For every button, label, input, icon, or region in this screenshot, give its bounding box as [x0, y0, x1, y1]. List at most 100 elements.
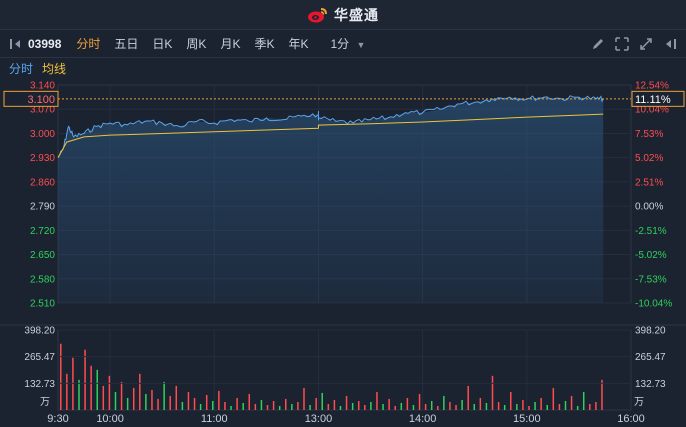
weibo-logo-icon — [308, 7, 327, 22]
volume-bar — [430, 400, 433, 410]
time-tick-label: 11:00 — [201, 413, 228, 425]
volume-bar — [503, 404, 506, 410]
tab-quarterly-k[interactable]: 季K — [254, 37, 275, 51]
volume-bar — [321, 392, 323, 410]
volume-bar — [297, 401, 299, 410]
tab-time-share[interactable]: 分时 — [76, 37, 101, 51]
volume-bar — [351, 402, 354, 410]
volume-bar — [382, 403, 384, 410]
volume-bar — [345, 395, 348, 410]
volume-bar — [303, 387, 305, 410]
volume-bar — [315, 397, 317, 410]
volume-bar — [187, 391, 190, 410]
price-line — [57, 95, 604, 158]
volume-bar — [291, 403, 293, 410]
percent-tick-label: 0.00% — [635, 202, 663, 213]
time-tick-label: 13:00 — [305, 413, 333, 425]
volume-bar — [266, 404, 269, 410]
volume-unit-label: 万 — [40, 397, 50, 408]
percent-tick-label: -5.02% — [635, 250, 667, 261]
volume-bar — [497, 401, 500, 410]
volume-bar — [285, 398, 287, 410]
collapse-sidebar-icon[interactable] — [8, 36, 24, 52]
time-tick-label: 15:00 — [513, 413, 541, 425]
volume-bar — [467, 385, 469, 410]
volume-bar — [278, 405, 281, 410]
volume-bar — [175, 385, 178, 410]
volume-bar — [90, 365, 92, 410]
volume-bar — [66, 373, 68, 410]
arrows-icon[interactable] — [638, 36, 654, 52]
percent-tick-label: 5.02% — [635, 153, 663, 164]
volume-bar — [418, 393, 421, 410]
volume-bar — [552, 387, 555, 410]
pencil-icon[interactable] — [590, 36, 606, 52]
volume-bar — [78, 379, 80, 410]
toolbar-actions — [590, 36, 678, 52]
volume-unit-label: 万 — [634, 397, 644, 408]
volume-tick-label: 398.20 — [24, 326, 55, 337]
volume-bar — [522, 399, 524, 410]
legend-price-line: 分时 — [9, 61, 34, 76]
volume-tick-label: 132.73 — [635, 379, 666, 390]
brand-name: 华盛通 — [334, 6, 379, 23]
tab-five-day[interactable]: 五日 — [114, 37, 139, 51]
volume-tick-label: 398.20 — [635, 326, 666, 337]
volume-bar — [473, 403, 476, 410]
interval-select[interactable]: 1分 ▼ — [323, 35, 372, 52]
percent-tick-label: -10.04% — [635, 299, 672, 310]
volume-bar — [230, 405, 232, 410]
stock-code: 03998 — [28, 36, 62, 51]
percent-tick-label: 2.51% — [635, 177, 663, 188]
volume-bar — [102, 385, 105, 410]
tab-monthly-k[interactable]: 月K — [220, 37, 241, 51]
current-price-box — [3, 90, 59, 107]
volume-bar — [242, 402, 244, 410]
price-tick-label: 3.140 — [30, 81, 55, 92]
volume-bar — [126, 397, 129, 410]
volume-panel-frame — [57, 329, 632, 411]
volume-bar — [199, 403, 202, 410]
tab-daily-k[interactable]: 日K — [152, 37, 173, 51]
volume-bar — [84, 349, 86, 410]
volume-bar — [437, 405, 439, 410]
volume-bar — [248, 393, 251, 410]
volume-bar — [339, 405, 342, 410]
volume-bar — [364, 404, 366, 410]
volume-bar — [564, 400, 567, 410]
volume-bar — [357, 400, 360, 410]
price-tick-label: 3.000 — [30, 129, 55, 140]
volume-bar — [479, 397, 482, 410]
chart-legend: 分时 均线 — [0, 58, 686, 78]
price-tick-label: 2.510 — [30, 299, 55, 310]
tab-weekly-k[interactable]: 周K — [186, 37, 207, 51]
volume-bar — [309, 404, 311, 410]
average-line — [57, 113, 604, 158]
expand-icon[interactable] — [614, 36, 630, 52]
collapse-icon[interactable] — [662, 36, 678, 52]
volume-bar — [595, 401, 597, 410]
price-tick-label: 2.580 — [30, 274, 55, 285]
volume-bar — [132, 387, 135, 410]
percent-tick-label: -7.53% — [635, 274, 667, 285]
volume-bar — [461, 399, 463, 410]
volume-bar — [224, 401, 226, 410]
volume-bar — [163, 381, 165, 410]
volume-bar — [218, 390, 220, 410]
percent-tick-label: 12.54% — [635, 81, 669, 92]
time-tick-label: 10:00 — [96, 413, 124, 425]
volume-bar — [260, 399, 263, 410]
volume-bar — [582, 391, 585, 410]
volume-tick-label: 132.73 — [24, 379, 55, 390]
intraday-chart[interactable]: 3.140 12.54% 3.070 10.04% 3.000 7.53% 2.930 5.0… — [0, 78, 686, 427]
volume-bar — [72, 357, 74, 410]
volume-bar — [181, 401, 184, 410]
volume-tick-label: 265.47 — [24, 352, 55, 363]
tab-yearly-k[interactable]: 年K — [288, 37, 309, 51]
volume-bar — [491, 375, 494, 410]
volume-bar — [212, 400, 214, 410]
volume-bar — [254, 403, 257, 410]
volume-bar — [236, 397, 238, 410]
volume-bar — [114, 391, 117, 410]
